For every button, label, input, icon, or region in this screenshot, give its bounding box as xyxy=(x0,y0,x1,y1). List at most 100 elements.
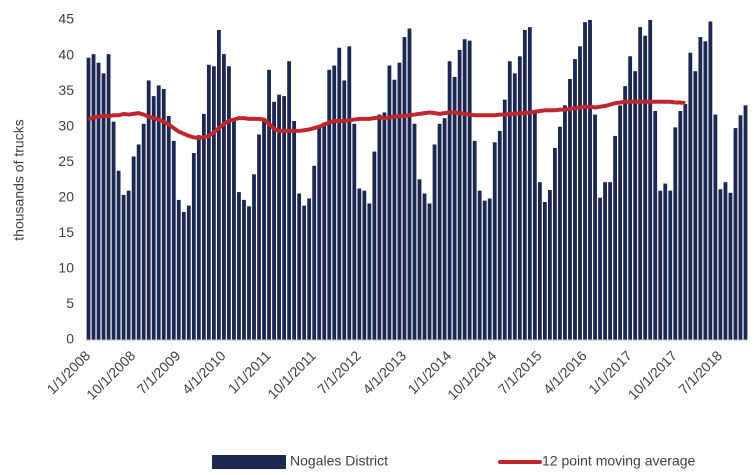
bar xyxy=(487,198,492,340)
bar xyxy=(101,73,106,340)
bar xyxy=(211,66,216,340)
bar xyxy=(743,105,748,340)
bar xyxy=(578,46,582,341)
bar xyxy=(678,111,683,341)
bar xyxy=(512,73,517,340)
bar xyxy=(412,123,417,340)
y-tick-label: 40 xyxy=(58,46,74,62)
bar xyxy=(347,46,352,341)
bar xyxy=(447,61,452,340)
bar xyxy=(392,79,397,340)
bar xyxy=(282,96,287,340)
bar xyxy=(618,105,623,340)
x-tick-label: 7/1/2009 xyxy=(134,347,184,397)
bar xyxy=(146,80,151,340)
bar xyxy=(507,61,512,340)
bar xyxy=(733,128,738,340)
bar xyxy=(126,190,131,340)
bar xyxy=(532,112,537,340)
bar xyxy=(367,203,372,340)
bar xyxy=(327,69,332,341)
y-tick-label: 15 xyxy=(58,224,74,240)
bar xyxy=(277,94,281,341)
bar xyxy=(352,123,357,340)
x-tick-label: 4/1/2013 xyxy=(359,347,409,397)
bar xyxy=(442,118,447,340)
bar xyxy=(588,20,592,340)
bar xyxy=(136,144,141,340)
bar xyxy=(713,114,718,340)
bar xyxy=(492,142,497,340)
x-tick-label: 7/1/2018 xyxy=(675,347,725,397)
bar xyxy=(472,140,477,340)
bar xyxy=(547,189,552,340)
bar xyxy=(417,179,422,340)
bar xyxy=(718,189,723,340)
bar xyxy=(161,88,166,340)
bar xyxy=(312,165,317,340)
bar xyxy=(407,28,412,341)
bar xyxy=(382,112,387,340)
bar xyxy=(603,182,607,340)
bar xyxy=(166,116,171,340)
bar xyxy=(553,148,557,340)
y-tick-label: 30 xyxy=(58,117,74,133)
bar xyxy=(257,134,261,340)
bar xyxy=(131,156,136,340)
bar xyxy=(156,85,161,340)
x-tick-label: 10/1/2008 xyxy=(83,347,139,403)
bar xyxy=(322,122,327,341)
bar xyxy=(608,182,612,340)
bar xyxy=(673,127,678,340)
bar xyxy=(482,200,487,340)
bar xyxy=(242,199,246,340)
bar xyxy=(452,76,457,340)
bar xyxy=(272,101,276,341)
y-tick-label: 0 xyxy=(66,331,74,347)
bar xyxy=(422,193,427,340)
bar xyxy=(638,27,643,340)
y-tick-label: 45 xyxy=(58,11,74,27)
x-tick-label: 10/1/2014 xyxy=(444,347,500,403)
bar xyxy=(372,151,377,340)
moving-average-line xyxy=(87,99,686,141)
bar xyxy=(206,64,211,341)
bar xyxy=(477,190,482,340)
bar xyxy=(227,66,231,340)
bar xyxy=(467,40,472,340)
bar xyxy=(397,62,402,341)
bar xyxy=(558,126,562,341)
bar xyxy=(201,113,206,340)
bar xyxy=(517,56,522,341)
bar xyxy=(462,39,467,340)
bar xyxy=(573,59,577,340)
bar xyxy=(267,69,271,341)
bar xyxy=(497,130,502,340)
bar xyxy=(181,212,186,340)
bar xyxy=(342,80,347,340)
bar xyxy=(688,52,693,340)
y-tick-label: 20 xyxy=(58,188,74,204)
bar xyxy=(332,65,337,340)
bar xyxy=(377,114,382,340)
bar xyxy=(703,41,708,340)
legend-label: Nogales District xyxy=(290,453,388,469)
bar xyxy=(708,21,713,341)
bar xyxy=(106,54,111,341)
bar xyxy=(302,205,307,340)
bar xyxy=(542,202,547,340)
bar xyxy=(191,152,196,340)
bar xyxy=(658,190,663,340)
bar xyxy=(693,71,698,340)
y-tick-label: 25 xyxy=(58,153,74,169)
x-tick-label: 7/1/2015 xyxy=(495,347,545,397)
bar xyxy=(653,111,658,341)
bar xyxy=(643,35,648,341)
bar xyxy=(86,57,91,340)
bar xyxy=(598,197,602,340)
bar xyxy=(648,20,653,340)
bar xyxy=(121,194,126,340)
bar xyxy=(196,135,201,340)
bar xyxy=(738,115,743,341)
